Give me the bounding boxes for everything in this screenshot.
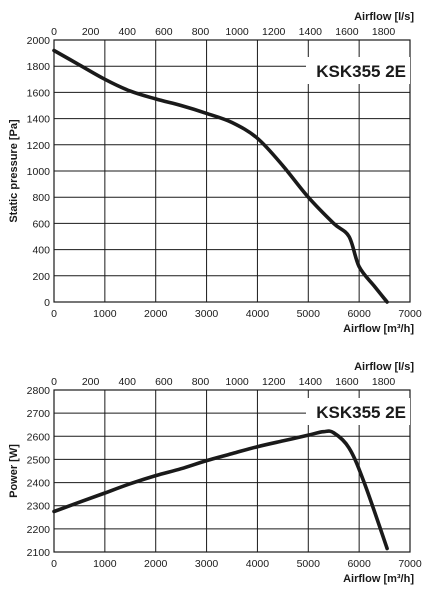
y-tick-label: 400 [32, 245, 50, 257]
model-label-box [306, 398, 410, 425]
y-tick-label: 1000 [27, 166, 51, 178]
x2-tick-label: 1000 [225, 376, 249, 388]
x-tick-label: 5000 [297, 308, 321, 320]
x-tick-label: 0 [51, 308, 57, 320]
x2-tick-label: 1000 [225, 26, 249, 38]
performance-curve [52, 48, 389, 304]
x2-tick-label: 1400 [299, 26, 323, 38]
y-tick-label: 0 [44, 297, 50, 309]
x2-tick-label: 600 [155, 376, 173, 388]
x2-axis-label: Airflow [l/s] [354, 11, 414, 23]
y-tick-label: 1800 [27, 61, 51, 73]
model-label: KSK355 2E [316, 403, 406, 422]
x-axis-label: Airflow [m³/h] [343, 323, 414, 335]
x-tick-label: 3000 [195, 558, 219, 570]
x-tick-label: 7000 [398, 558, 422, 570]
model-label: KSK355 2E [316, 62, 406, 81]
x-tick-label: 6000 [347, 308, 371, 320]
y-tick-label: 600 [32, 218, 50, 230]
x2-axis-label: Airflow [l/s] [354, 361, 414, 373]
x2-tick-label: 400 [118, 376, 136, 388]
x2-tick-label: 800 [192, 376, 210, 388]
x2-tick-label: 1600 [335, 26, 359, 38]
x-tick-label: 1000 [93, 308, 117, 320]
x-tick-label: 4000 [246, 558, 270, 570]
y-tick-label: 1200 [27, 140, 51, 152]
y-tick-label: 2600 [27, 431, 51, 443]
x2-tick-label: 800 [192, 26, 210, 38]
y-tick-label: 2100 [27, 547, 51, 559]
performance-curve [52, 429, 389, 551]
x-tick-label: 3000 [195, 308, 219, 320]
x2-tick-label: 1200 [262, 376, 286, 388]
x2-tick-label: 200 [82, 376, 100, 388]
y-tick-label: 2300 [27, 501, 51, 513]
y-tick-label: 1600 [27, 87, 51, 99]
model-label-box [306, 57, 410, 84]
x-tick-label: 4000 [246, 308, 270, 320]
y-tick-label: 1400 [27, 114, 51, 126]
x2-tick-label: 400 [118, 26, 136, 38]
x2-tick-label: 0 [51, 26, 57, 38]
chart-2: 0 1000 2000 3000 4000 5000 6000 7000 0 200 400 600 8… [8, 361, 422, 585]
x-tick-label: 2000 [144, 558, 168, 570]
x-tick-label: 5000 [297, 558, 321, 570]
y-tick-label: 2400 [27, 478, 51, 490]
y-axis-label: Power [W] [8, 444, 20, 498]
plot-frame [53, 389, 411, 553]
plot-frame [53, 39, 411, 303]
x2-tick-label: 600 [155, 26, 173, 38]
x2-tick-label: 1200 [262, 26, 286, 38]
x2-tick-label: 0 [51, 376, 57, 388]
y-tick-label: 2800 [27, 385, 51, 397]
x-tick-label: 2000 [144, 308, 168, 320]
x2-tick-label: 1800 [372, 376, 396, 388]
x-tick-label: 0 [51, 558, 57, 570]
x2-tick-label: 1400 [299, 376, 323, 388]
x2-tick-label: 200 [82, 26, 100, 38]
y-tick-label: 2500 [27, 454, 51, 466]
x2-tick-label: 1800 [372, 26, 396, 38]
x-tick-label: 7000 [398, 308, 422, 320]
x-tick-label: 1000 [93, 558, 117, 570]
x-axis-label: Airflow [m³/h] [343, 573, 414, 585]
y-tick-label: 800 [32, 192, 50, 204]
y-axis-label: Static pressure [Pa] [8, 119, 20, 223]
y-tick-label: 2000 [27, 35, 51, 47]
y-tick-label: 200 [32, 271, 50, 283]
y-tick-label: 2700 [27, 408, 51, 420]
x-tick-label: 6000 [347, 558, 371, 570]
x2-tick-label: 1600 [335, 376, 359, 388]
y-tick-label: 2200 [27, 524, 51, 536]
